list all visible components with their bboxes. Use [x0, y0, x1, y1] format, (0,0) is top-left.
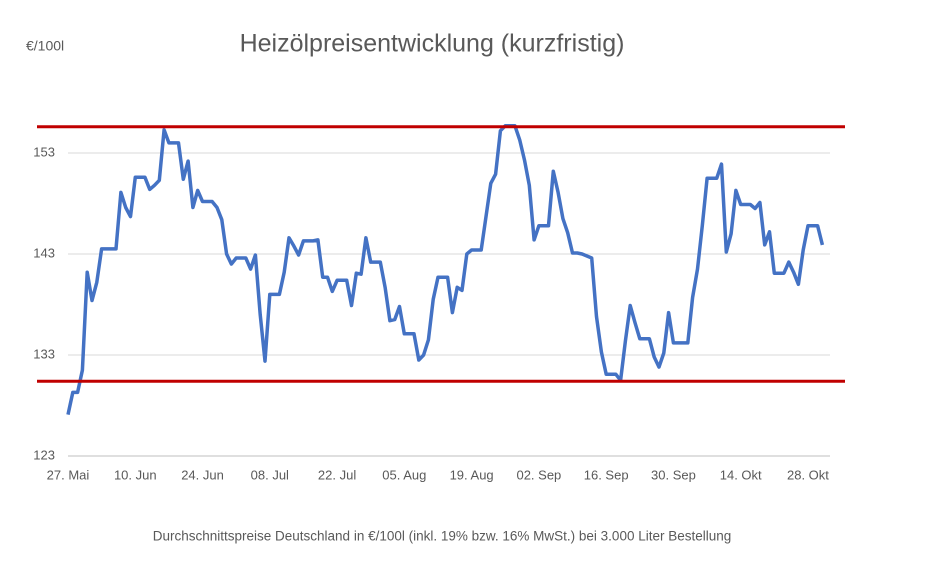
- x-tick-label: 19. Aug: [450, 467, 494, 482]
- y-tick-label: 133: [33, 346, 55, 361]
- x-tick-label: 22. Jul: [318, 467, 356, 482]
- footnote: Durchschnittspreise Deutschland in €/100…: [153, 529, 732, 544]
- x-tick-label: 05. Aug: [382, 467, 426, 482]
- chart-title: Heizölpreisentwicklung (kurzfristig): [240, 30, 625, 58]
- x-tick-label: 27. Mai: [47, 467, 90, 482]
- x-tick-label: 28. Okt: [787, 467, 829, 482]
- x-tick-label: 08. Jul: [251, 467, 289, 482]
- x-tick-label: 14. Okt: [720, 467, 762, 482]
- x-tick-label: 10. Jun: [114, 467, 157, 482]
- x-tick-label: 24. Jun: [181, 467, 224, 482]
- x-tick-label: 30. Sep: [651, 467, 696, 482]
- y-tick-label: 153: [33, 144, 55, 159]
- x-tick-label: 02. Sep: [516, 467, 561, 482]
- x-tick-label: 16. Sep: [584, 467, 629, 482]
- price-line: [66, 123, 825, 415]
- y-tick-label: 123: [33, 447, 55, 462]
- y-axis-label: €/100l: [26, 38, 64, 54]
- y-tick-label: 143: [33, 245, 55, 260]
